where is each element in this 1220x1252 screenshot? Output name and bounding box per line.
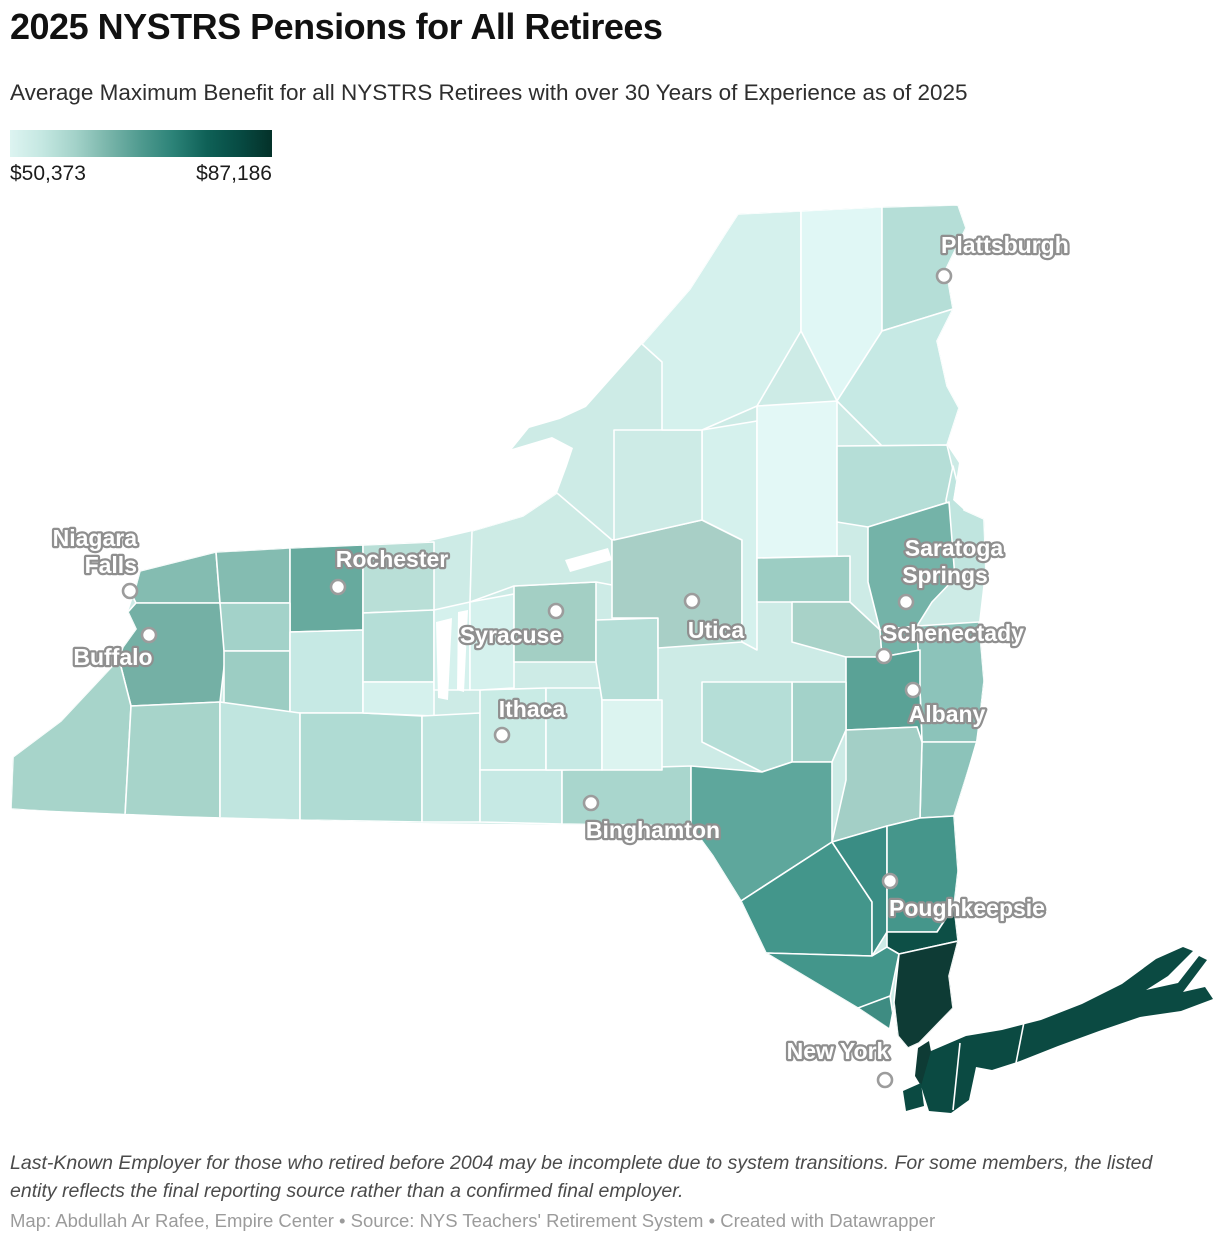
city-albany: Albany — [904, 681, 988, 729]
city-label-buffalo: Buffalo — [73, 644, 152, 670]
city-label-saratoga-springs: Springs — [902, 562, 988, 588]
city-label-ithaca: Ithaca — [499, 696, 566, 722]
county-schuyler-chemung[interactable] — [421, 712, 481, 823]
lake-shape-3 — [565, 548, 612, 572]
county-clinton[interactable] — [881, 205, 967, 332]
city-marker-schenectady — [875, 647, 893, 665]
city-ithaca: Ithaca — [493, 694, 568, 744]
county-hamilton[interactable] — [756, 400, 838, 559]
county-steuben[interactable] — [299, 712, 423, 823]
county-tioga[interactable] — [479, 769, 563, 825]
lake-shape-1 — [436, 618, 452, 700]
county-madison[interactable] — [595, 617, 659, 701]
city-label-new-york: New York — [787, 1038, 890, 1064]
county-saratoga[interactable] — [867, 501, 956, 631]
county-ontario[interactable] — [362, 609, 435, 683]
city-new-york: New York — [784, 1036, 894, 1089]
city-label-syracuse: Syracuse — [460, 622, 562, 648]
city-marker-binghamton — [582, 794, 600, 812]
lake-shape-2 — [457, 610, 468, 692]
county-niagara[interactable] — [132, 551, 221, 604]
city-plattsburgh: Plattsburgh — [935, 230, 1071, 285]
county-cayuga[interactable] — [469, 593, 515, 691]
city-label-schenectady: Schenectady — [882, 620, 1024, 646]
county-genesee[interactable] — [219, 602, 291, 652]
city-label-poughkeepsie: Poughkeepsie — [889, 895, 1045, 921]
county-staten-island[interactable] — [903, 1083, 924, 1111]
legend-gradient-bar — [10, 130, 272, 157]
page-title: 2025 NYSTRS Pensions for All Retirees — [10, 6, 663, 47]
page-subtitle: Average Maximum Benefit for all NYSTRS R… — [10, 80, 968, 105]
county-columbia[interactable] — [919, 741, 978, 819]
city-label-plattsburgh: Plattsburgh — [941, 232, 1069, 258]
city-label-utica: Utica — [688, 617, 744, 643]
city-marker-saratoga-springs — [897, 593, 915, 611]
county-chenango[interactable] — [601, 699, 663, 771]
city-marker-syracuse — [547, 602, 565, 620]
city-label-niagara-falls: Niagara — [53, 525, 138, 551]
city-label-saratoga-springs: Saratoga — [905, 535, 1004, 561]
county-lewis[interactable] — [613, 429, 703, 541]
county-yates[interactable] — [362, 681, 435, 717]
county-schoharie[interactable] — [791, 681, 847, 763]
map-credit: Map: Abdullah Ar Rafee, Empire Center • … — [10, 1210, 936, 1231]
legend-min-label: $50,373 — [10, 162, 86, 185]
city-schenectady: Schenectady — [875, 618, 1026, 665]
county-fulton[interactable] — [756, 555, 851, 603]
city-marker-ithaca — [493, 726, 511, 744]
city-label-niagara-falls: Falls — [85, 552, 137, 578]
county-orleans[interactable] — [215, 547, 291, 604]
city-utica: Utica — [683, 592, 747, 645]
city-syracuse: Syracuse — [458, 602, 565, 650]
city-marker-new-york — [876, 1071, 894, 1089]
county-allegany[interactable] — [219, 701, 301, 821]
mainland-counties-layer — [11, 205, 986, 1048]
city-binghamton: Binghamton — [582, 794, 722, 845]
long-island-county-border-1 — [952, 1042, 961, 1111]
county-westchester[interactable] — [893, 940, 959, 1048]
city-label-rochester: Rochester — [336, 546, 449, 572]
city-label-binghamton: Binghamton — [586, 817, 720, 843]
city-marker-rochester — [329, 578, 347, 596]
city-marker-utica — [683, 592, 701, 610]
county-livingston[interactable] — [289, 629, 364, 714]
legend-max-label: $87,186 — [196, 162, 272, 185]
city-rochester: Rochester — [329, 544, 451, 596]
county-ulster[interactable] — [831, 825, 888, 957]
ny-state-choropleth-map: Plattsburgh Niagara Falls Buffalo Rochester S… — [0, 195, 1220, 1140]
county-long-island[interactable] — [921, 947, 1213, 1113]
map-footnote: Last-Known Employer for those who retire… — [10, 1152, 1153, 1202]
county-chautauqua[interactable] — [11, 658, 132, 817]
city-marker-poughkeepsie — [881, 872, 899, 890]
city-marker-niagara-falls — [121, 582, 139, 600]
city-label-albany: Albany — [909, 701, 986, 727]
city-marker-buffalo — [140, 626, 158, 644]
county-orange[interactable] — [765, 946, 900, 1009]
county-cattaraugus[interactable] — [124, 701, 221, 819]
city-marker-albany — [904, 681, 922, 699]
city-marker-plattsburgh — [935, 267, 953, 285]
long-island-county-border-2 — [1015, 1021, 1025, 1064]
city-buffalo: Buffalo — [71, 626, 158, 672]
city-poughkeepsie: Poughkeepsie — [881, 872, 1047, 923]
